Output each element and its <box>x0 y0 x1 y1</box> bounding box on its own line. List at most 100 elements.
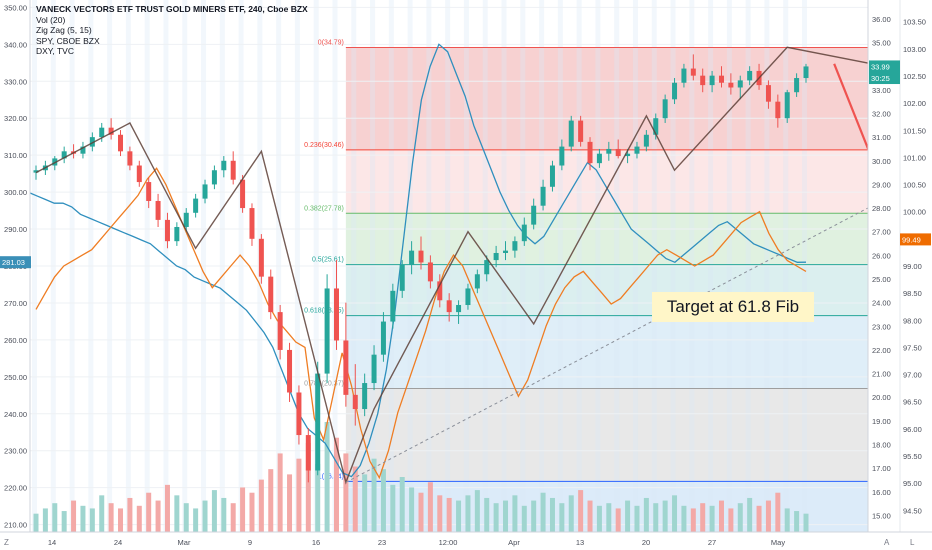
candle-body <box>249 208 255 239</box>
time-axis-tick: Mar <box>178 538 191 547</box>
volume-bar <box>249 492 255 532</box>
candle-body <box>174 226 180 242</box>
time-axis-tick: 14 <box>48 538 56 547</box>
candle-body <box>305 435 311 471</box>
volume-bar <box>625 500 631 532</box>
outer-axis-tick: 102.00 <box>903 99 926 108</box>
candle-body <box>615 148 621 157</box>
candle-body <box>653 118 659 135</box>
outer-axis-tick: 98.00 <box>903 316 922 325</box>
fib-zone <box>345 315 868 389</box>
price-label-box <box>0 256 31 269</box>
fib-level-label: 0.5(25.61) <box>312 257 344 264</box>
fib-level-label: 0.618(23.45) <box>304 308 344 315</box>
time-axis-tick: 12:00 <box>439 538 458 547</box>
outer-axis-tick: 95.50 <box>903 452 922 461</box>
volume-bar <box>258 479 264 532</box>
inner-axis-tick: 30.00 <box>872 157 891 166</box>
volume-bar <box>174 495 180 532</box>
outer-axis-tick: 100.00 <box>903 208 926 217</box>
legend-item-spy: SPY, CBOE BZX <box>36 35 100 46</box>
volume-bar <box>343 453 349 532</box>
candle-body <box>521 224 527 242</box>
volume-bar <box>380 469 386 532</box>
inner-axis-tick: 16.00 <box>872 488 891 497</box>
volume-bar <box>465 495 471 532</box>
volume-bar <box>89 508 95 532</box>
volume-bar <box>371 458 377 532</box>
candle-body <box>230 160 236 180</box>
candle-body <box>80 146 86 154</box>
left-axis-tick: 270.00 <box>4 299 27 308</box>
left-axis-tick: 330.00 <box>4 77 27 86</box>
volume-bar <box>71 500 77 532</box>
fib-zone <box>345 213 868 265</box>
candle-body <box>164 219 170 242</box>
candle-body <box>343 340 349 395</box>
volume-bar <box>503 500 509 532</box>
volume-bar <box>409 487 415 532</box>
outer-axis-tick: 99.00 <box>903 262 922 271</box>
inner-axis-tick: 23.00 <box>872 322 891 331</box>
legend-item-vol: Vol (20) <box>36 14 66 25</box>
price-label: 30:25 <box>871 74 890 83</box>
candle-body <box>136 165 142 183</box>
volume-bar <box>672 495 678 532</box>
candle-body <box>61 151 67 159</box>
candle-body <box>625 153 631 157</box>
candle-body <box>390 290 396 322</box>
inner-axis-tick: 20.00 <box>872 393 891 402</box>
price-label-box <box>869 72 900 85</box>
candle-body <box>718 75 724 83</box>
candle-body <box>221 160 227 171</box>
left-axis-tick: 240.00 <box>4 410 27 419</box>
log-scale-button[interactable]: L <box>910 538 915 547</box>
outer-axis-tick: 98.50 <box>903 289 922 298</box>
volume-bar <box>540 492 546 532</box>
left-axis-tick: 350.00 <box>4 3 27 12</box>
candle-body <box>681 68 687 83</box>
zoom-button-left[interactable]: Z <box>4 538 9 547</box>
volume-bar <box>127 497 133 532</box>
spy-series-line <box>27 43 807 478</box>
price-label-box <box>869 60 900 73</box>
volume-bar <box>202 500 208 532</box>
auto-scale-button[interactable]: A <box>884 538 890 547</box>
candle-body <box>427 262 433 282</box>
outer-axis-tick: 94.50 <box>903 506 922 515</box>
inner-axis-tick: 35.00 <box>872 39 891 48</box>
candle-body <box>775 101 781 119</box>
candle-body <box>503 250 509 253</box>
candle-body <box>512 241 518 251</box>
candle-body <box>803 66 809 79</box>
volume-bar <box>42 508 48 532</box>
candle-body <box>662 99 668 119</box>
volume-bar <box>474 490 480 532</box>
candle-body <box>409 250 415 265</box>
candle-body <box>549 165 555 187</box>
inner-axis-tick: 25.00 <box>872 275 891 284</box>
inner-axis-tick: 19.00 <box>872 417 891 426</box>
volume-bar <box>681 505 687 532</box>
volume-bar <box>240 487 246 532</box>
volume-bar <box>33 513 39 532</box>
volume-bar <box>756 505 762 532</box>
candle-body <box>277 312 283 350</box>
left-axis-tick: 260.00 <box>4 336 27 345</box>
volume-bar <box>211 490 217 532</box>
inner-axis-tick: 31.00 <box>872 133 891 142</box>
volume-bar <box>427 482 433 532</box>
candle-body <box>568 120 574 147</box>
candle-body <box>437 281 443 301</box>
target-annotation[interactable]: Target at 61.8 Fib <box>652 292 814 322</box>
candle-body <box>118 134 124 152</box>
outer-axis-tick: 100.50 <box>903 181 926 190</box>
candle-body <box>352 394 358 410</box>
fib-zone <box>345 47 868 150</box>
inner-axis-tick: 15.00 <box>872 511 891 520</box>
fib-level-label: 0(34.79) <box>318 40 344 47</box>
volume-bar <box>728 508 734 532</box>
candle-body <box>709 75 715 86</box>
volume-bar <box>568 495 574 532</box>
